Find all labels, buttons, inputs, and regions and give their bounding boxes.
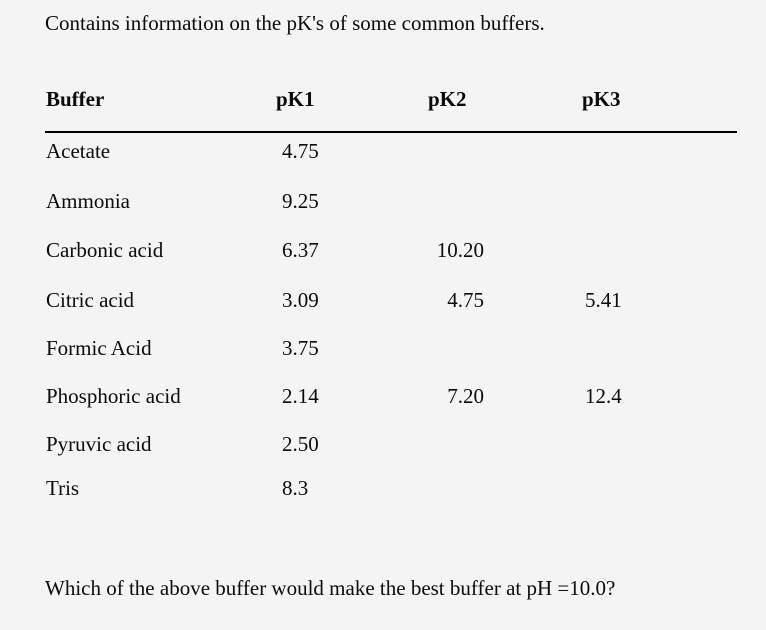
table-row: Tris 8.3 [0, 476, 766, 502]
column-header-pk1: pK1 [276, 87, 315, 111]
buffer-name-cell: Acetate [46, 139, 111, 163]
table-row: Formic Acid 3.75 [0, 336, 766, 362]
buffer-name-cell: Tris [46, 476, 80, 500]
table-row: Citric acid 3.09 4.75 5.41 [0, 288, 766, 314]
column-header-pk3: pK3 [582, 87, 621, 111]
table-row: Acetate 4.75 [0, 139, 766, 165]
pk1-cell: 6.37 [282, 238, 319, 262]
question-text: Which of the above buffer would make the… [45, 576, 616, 600]
pk3-cell: 5.41 [585, 288, 622, 312]
table-row: Ammonia 9.25 [0, 189, 766, 215]
pk2-cell: 4.75 [447, 288, 484, 312]
buffer-name-cell: Phosphoric acid [46, 384, 181, 408]
column-header-buffer: Buffer [46, 87, 105, 111]
pk1-cell: 3.09 [282, 288, 319, 312]
buffer-name-cell: Formic Acid [46, 336, 152, 360]
column-header-pk2: pK2 [428, 87, 467, 111]
buffer-name-cell: Ammonia [46, 189, 130, 213]
pk1-cell: 3.75 [282, 336, 319, 360]
buffer-name-cell: Pyruvic acid [46, 432, 152, 456]
buffer-name-cell: Carbonic acid [46, 238, 164, 262]
pk3-cell: 12.4 [585, 384, 622, 408]
pk2-cell: 10.20 [436, 238, 484, 262]
pk1-cell: 4.75 [282, 139, 319, 163]
pk1-cell: 2.14 [282, 384, 319, 408]
pk1-cell: 8.3 [282, 476, 309, 500]
buffer-name-cell: Citric acid [46, 288, 135, 312]
header-rule [45, 131, 737, 133]
intro-text: Contains information on the pK's of some… [45, 11, 545, 35]
table-row: Pyruvic acid 2.50 [0, 432, 766, 458]
pk1-cell: 2.50 [282, 432, 319, 456]
pk1-cell: 9.25 [282, 189, 319, 213]
pk2-cell: 7.20 [447, 384, 484, 408]
table-row: Carbonic acid 6.37 10.20 [0, 238, 766, 264]
table-row: Phosphoric acid 2.14 7.20 12.4 [0, 384, 766, 410]
